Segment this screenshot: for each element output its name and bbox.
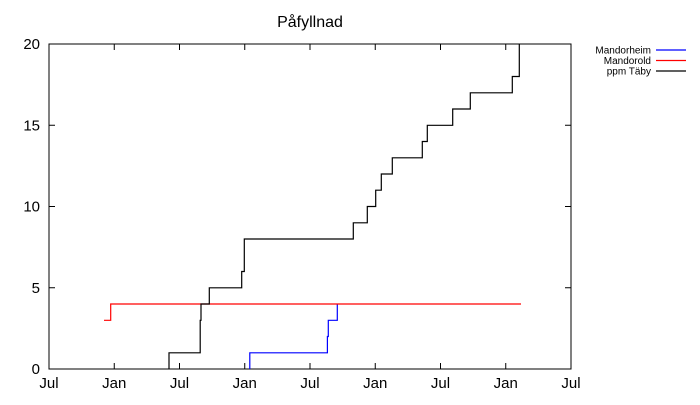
legend-label: Mandorold [604,56,651,67]
x-tick-label: Jul [170,375,189,392]
x-tick-label: Jan [233,375,257,392]
x-tick-label: Jan [363,375,387,392]
x-tick-label: Jul [561,375,580,392]
x-tick-label: Jan [494,375,518,392]
y-tick-label: 5 [32,280,40,297]
series-line-mandorheim [249,304,338,369]
chart-title: Påfyllnad [277,13,343,31]
legend-label: Mandorheim [595,46,651,57]
x-tick-label: Jul [300,375,319,392]
series-line-mandorold [104,303,521,321]
y-tick-label: 20 [23,36,40,53]
x-tick-label: Jul [39,375,58,392]
legend-label: ppm Täby [607,67,651,78]
y-tick-label: 0 [32,361,40,378]
y-tick-label: 15 [23,117,40,134]
x-tick-label: Jan [102,375,126,392]
plot-frame [48,43,572,370]
y-tick-label: 10 [23,199,40,216]
series-line-ppm-täby [168,44,520,369]
x-tick-label: Jul [431,375,450,392]
